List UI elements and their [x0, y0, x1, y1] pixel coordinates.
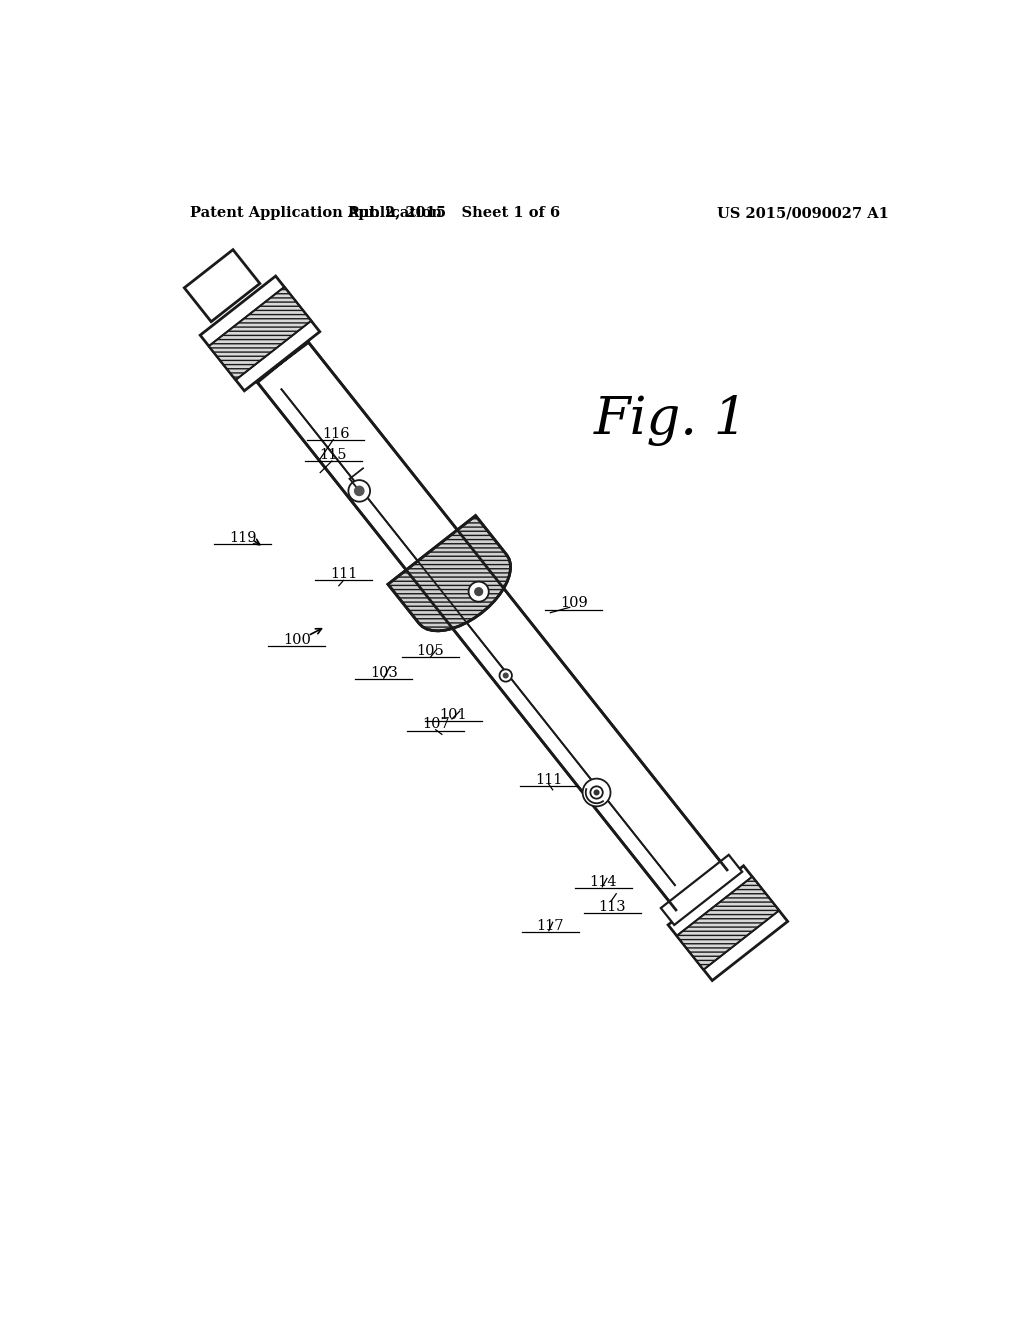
Polygon shape: [256, 341, 728, 912]
Text: US 2015/0090027 A1: US 2015/0090027 A1: [717, 206, 889, 220]
Text: Fig. 1: Fig. 1: [593, 395, 748, 446]
Circle shape: [500, 669, 512, 681]
Text: 105: 105: [417, 644, 444, 659]
Text: 103: 103: [370, 665, 397, 680]
Polygon shape: [200, 276, 319, 391]
Circle shape: [504, 673, 508, 677]
Polygon shape: [668, 866, 787, 981]
Circle shape: [475, 587, 482, 595]
Polygon shape: [660, 855, 742, 925]
Text: 109: 109: [560, 597, 588, 610]
Circle shape: [583, 779, 610, 807]
Text: 116: 116: [322, 428, 349, 441]
Text: Patent Application Publication: Patent Application Publication: [190, 206, 442, 220]
Text: 117: 117: [537, 919, 564, 933]
Text: 111: 111: [330, 568, 357, 581]
Polygon shape: [388, 516, 511, 631]
Text: 113: 113: [599, 900, 627, 913]
Circle shape: [594, 791, 599, 795]
Text: 101: 101: [439, 708, 467, 722]
Circle shape: [469, 582, 488, 602]
Text: 115: 115: [319, 447, 347, 462]
Text: 107: 107: [422, 717, 450, 731]
Text: 111: 111: [536, 772, 562, 787]
Polygon shape: [184, 249, 260, 322]
Text: 119: 119: [229, 531, 256, 545]
Text: Apr. 2, 2015   Sheet 1 of 6: Apr. 2, 2015 Sheet 1 of 6: [347, 206, 560, 220]
Polygon shape: [677, 876, 779, 970]
Text: 100: 100: [283, 632, 311, 647]
Circle shape: [354, 486, 364, 495]
Text: 114: 114: [590, 875, 616, 890]
Circle shape: [591, 787, 603, 799]
Circle shape: [348, 480, 370, 502]
Polygon shape: [209, 286, 311, 380]
